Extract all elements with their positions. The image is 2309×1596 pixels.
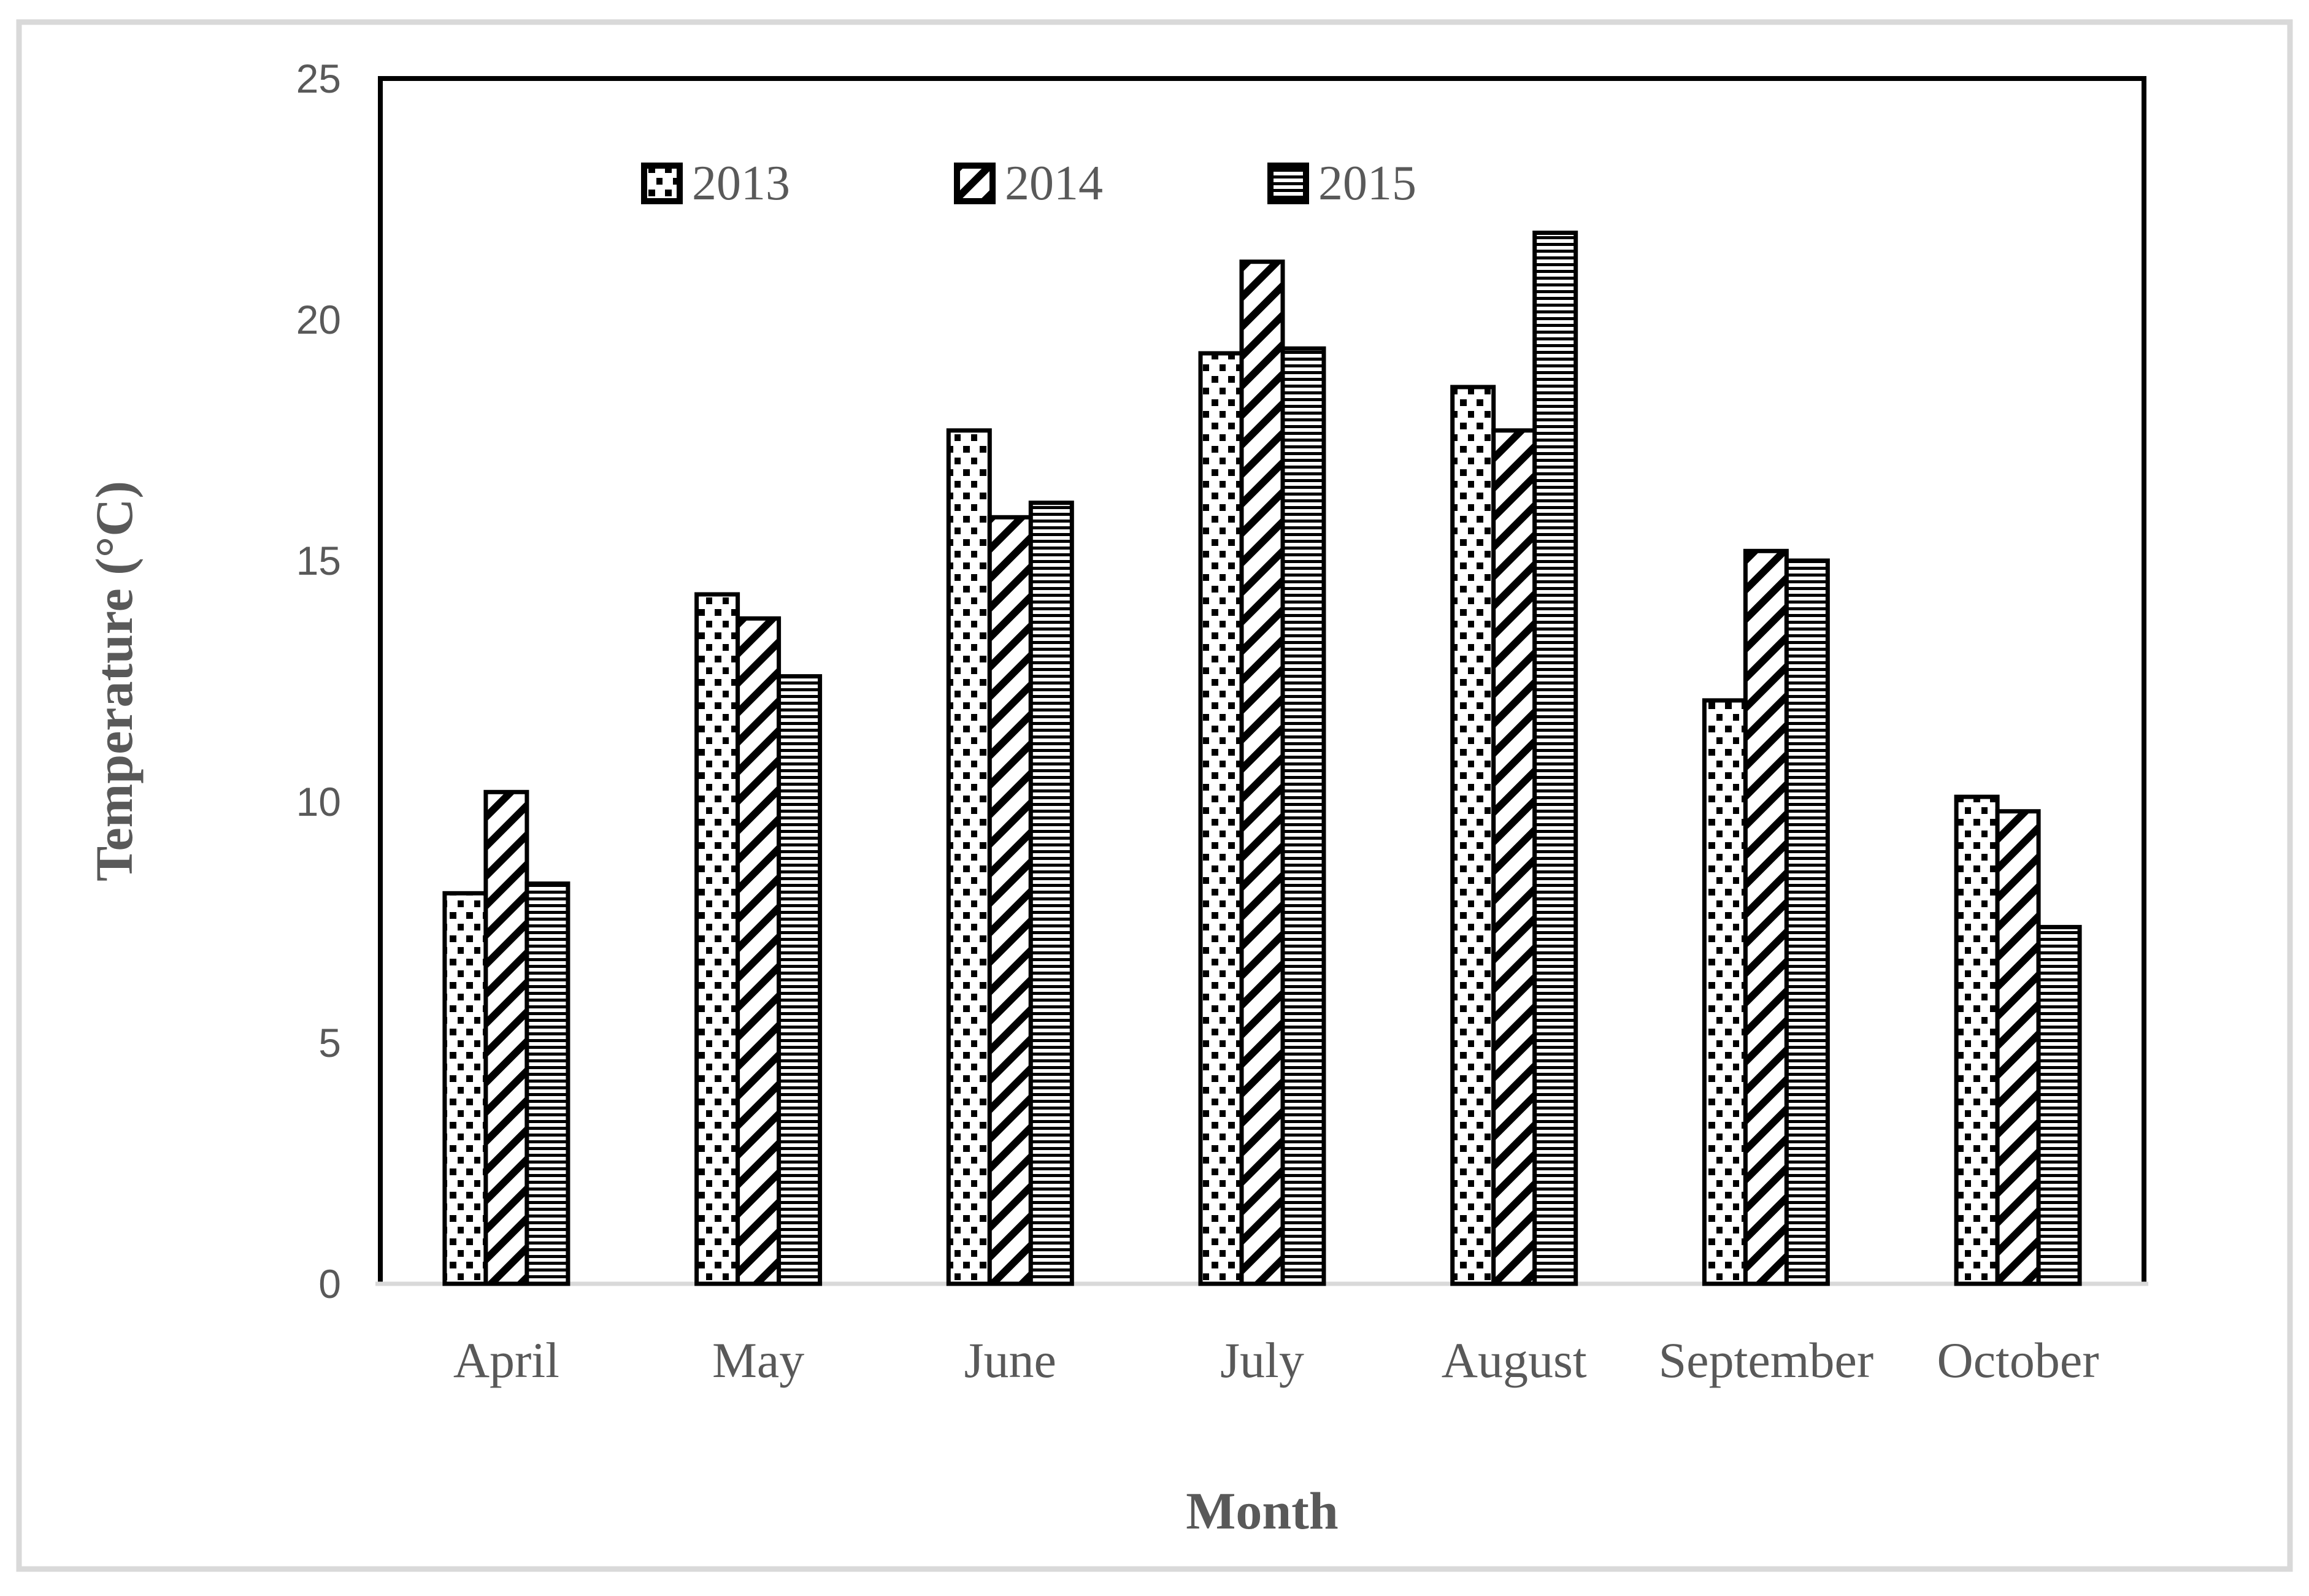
legend-item-2014: 2014	[954, 156, 1103, 210]
bar-april-2013: April 2013: 8.1	[442, 891, 488, 1286]
bar-october-2015: October 2015: 7.4	[2036, 924, 2082, 1286]
bar-june-2013: June 2013: 17.7	[946, 428, 992, 1286]
x-tick-label-august: August	[1442, 1332, 1587, 1388]
bar-april-2015: April 2015: 8.3	[524, 881, 571, 1286]
y-tick-label-10: 10	[296, 779, 341, 824]
bar-october-2014: October 2014: 9.8	[1995, 809, 2041, 1286]
x-tick-label-july: July	[1220, 1332, 1304, 1388]
legend-swatch-horizontal-stripes-icon	[1267, 163, 1309, 204]
x-tick-label-may: May	[712, 1332, 804, 1388]
bar-june-2014: June 2014: 15.9	[987, 515, 1033, 1286]
x-tick-label-september: September	[1659, 1332, 1874, 1388]
bar-july-2015: July 2015: 19.4	[1280, 346, 1326, 1286]
bar-april-2014: April 2014: 10.2	[483, 789, 529, 1286]
bar-september-2014: September 2014: 15.2	[1743, 548, 1789, 1286]
x-tick-label-june: June	[964, 1332, 1056, 1388]
bar-may-2014: May 2014: 13.8	[736, 616, 782, 1286]
y-tick-label-5: 5	[318, 1020, 341, 1065]
bar-august-2013: August 2013: 18.6	[1450, 385, 1496, 1286]
y-tick-label-25: 25	[296, 56, 341, 101]
x-axis-title: Month	[1186, 1481, 1338, 1540]
legend-label-2013: 2013	[692, 156, 790, 210]
y-tick-label-20: 20	[296, 297, 341, 342]
bar-may-2015: May 2015: 12.6	[777, 674, 823, 1286]
bar-june-2015: June 2015: 16.2	[1028, 501, 1074, 1286]
legend-label-2014: 2014	[1005, 156, 1103, 210]
figure-frame	[16, 19, 2293, 1572]
legend-swatch-dots-icon	[641, 163, 683, 204]
legend-item-2015: 2015	[1267, 156, 1416, 210]
bar-august-2015: August 2015: 21.8	[1532, 231, 1578, 1286]
bar-september-2015: September 2015: 15	[1784, 558, 1830, 1286]
legend-item-2013: 2013	[641, 156, 790, 210]
bar-july-2014: July 2014: 21.2	[1239, 259, 1285, 1286]
legend-label-2015: 2015	[1318, 156, 1416, 210]
legend-swatch-diagonal-stripes-icon	[954, 163, 996, 204]
bar-july-2013: July 2013: 19.3	[1198, 351, 1244, 1286]
bar-september-2013: September 2013: 12.1	[1702, 698, 1748, 1286]
bar-may-2013: May 2013: 14.3	[694, 592, 740, 1286]
bar-august-2014: August 2014: 17.7	[1491, 428, 1537, 1286]
x-tick-label-october: October	[1937, 1332, 2099, 1388]
y-tick-label-0: 0	[318, 1261, 341, 1306]
y-axis-title: Temperature (°C)	[85, 481, 144, 881]
bar-october-2013: October 2013: 10.1	[1954, 794, 2000, 1286]
y-tick-label-15: 15	[296, 538, 341, 583]
x-tick-label-april: April	[453, 1332, 559, 1388]
